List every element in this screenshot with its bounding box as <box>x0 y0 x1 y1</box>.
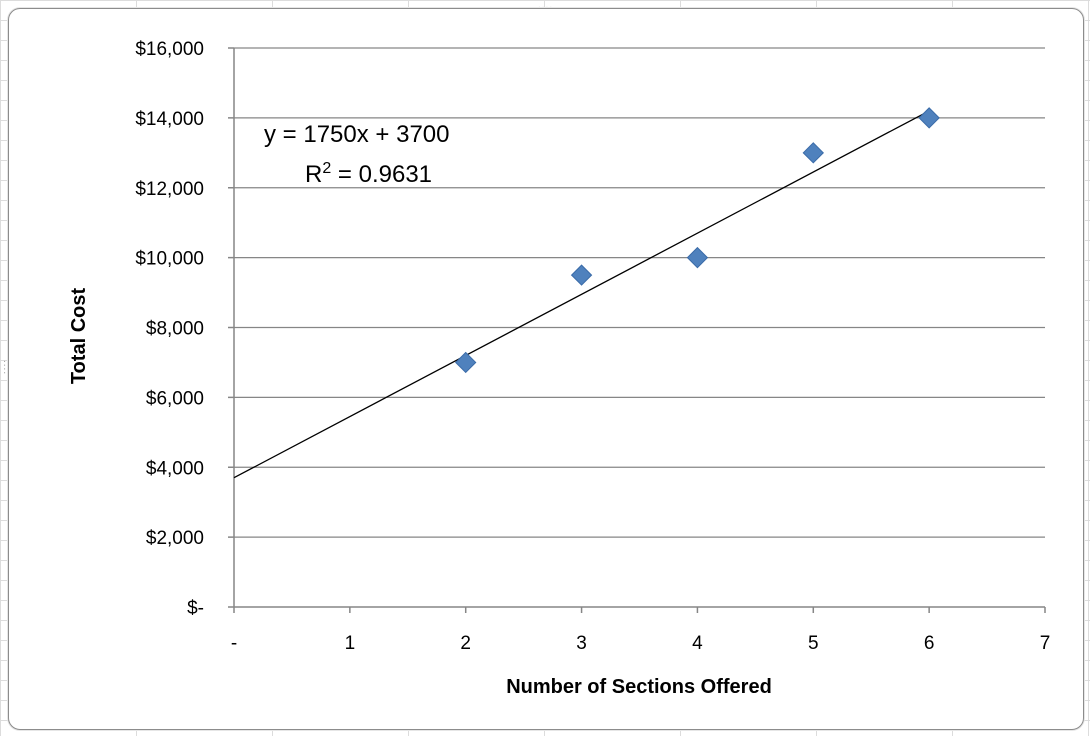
data-point-marker[interactable] <box>802 142 824 164</box>
r2-superscript: 2 <box>322 160 331 177</box>
y-tick-label: $10,000 <box>135 249 204 270</box>
y-tick-label: $8,000 <box>146 319 204 340</box>
y-tick-label: $- <box>187 598 204 619</box>
x-tick-labels: - 1 2 3 4 5 6 7 <box>231 633 1050 654</box>
axes <box>233 48 1045 608</box>
gridlines <box>228 47 1046 613</box>
x-tick-label: 1 <box>345 633 356 654</box>
data-points <box>455 107 940 374</box>
left-resize-handle[interactable]: .... <box>1 360 12 376</box>
chart-area[interactable]: $- $2,000 $4,000 $6,000 $8,000 $10,000 $12,000… <box>8 8 1084 730</box>
r2-value: = 0.9631 <box>331 161 432 188</box>
x-tick-label: 2 <box>460 633 471 654</box>
y-tick-label: $14,000 <box>135 109 204 130</box>
x-tick-label: 6 <box>924 633 935 654</box>
trendline-equation-label[interactable]: y = 1750x + 3700 <box>264 121 449 148</box>
top-resize-handle[interactable]: .... <box>538 0 554 11</box>
chart-svg: $- $2,000 $4,000 $6,000 $8,000 $10,000 $12,000… <box>68 39 1050 698</box>
linear-trendline[interactable] <box>233 110 930 479</box>
y-tick-label: $2,000 <box>146 528 204 549</box>
r2-prefix: R <box>305 161 322 188</box>
y-tick-label: $12,000 <box>135 179 204 200</box>
x-axis-title: Number of Sections Offered <box>506 676 772 698</box>
y-tick-labels: $- $2,000 $4,000 $6,000 $8,000 $10,000 $12,000… <box>135 39 204 619</box>
data-point-marker[interactable] <box>455 351 477 374</box>
y-tick-label: $4,000 <box>146 458 204 479</box>
y-tick-label: $16,000 <box>135 39 204 60</box>
x-tick-label: 3 <box>576 633 587 654</box>
y-axis-title: Total Cost <box>68 288 90 385</box>
x-tick-label: 7 <box>1040 633 1051 654</box>
x-tick-label: - <box>231 633 237 654</box>
data-point-marker[interactable] <box>686 246 709 269</box>
data-point-marker[interactable] <box>918 107 940 129</box>
x-tick-label: 4 <box>692 633 703 654</box>
data-point-marker[interactable] <box>570 264 593 286</box>
trendline-r2-label[interactable]: R2 = 0.9631 <box>305 160 432 188</box>
y-tick-label: $6,000 <box>146 388 204 409</box>
x-tick-label: 5 <box>808 633 819 654</box>
